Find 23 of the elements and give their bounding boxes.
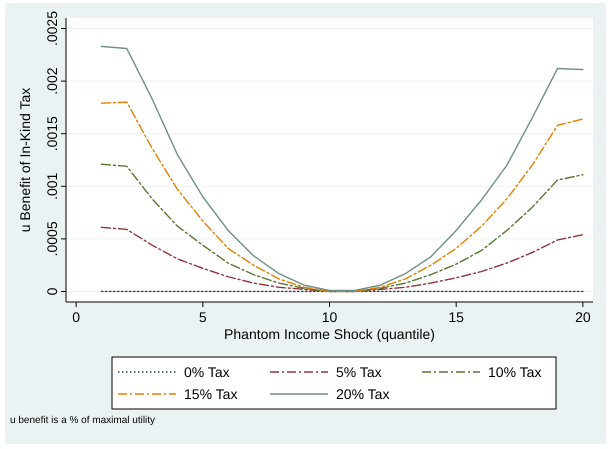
y-tick-label: .0005 (44, 221, 60, 256)
x-tick-label: 20 (575, 309, 591, 325)
legend-label: 10% Tax (488, 364, 542, 380)
x-axis-title: Phantom Income Shock (quantile) (224, 326, 435, 342)
x-tick-label: 10 (322, 309, 338, 325)
line-series (100, 101, 584, 292)
y-tick-label: 0 (44, 287, 60, 296)
x-tick-label: 5 (198, 309, 207, 325)
y-tick-label: .001 (44, 172, 60, 200)
line-series (100, 46, 584, 292)
legend-label: 15% Tax (184, 386, 238, 402)
y-tick-label: .002 (44, 67, 60, 95)
line-series (100, 164, 584, 292)
legend-label: 5% Tax (336, 364, 382, 380)
legend-label: 0% Tax (184, 364, 230, 380)
y-tick-label: .0015 (44, 116, 60, 152)
line-series (100, 226, 584, 292)
x-tick-label: 0 (72, 309, 80, 325)
y-axis-title: u Benefit of In-Kind Tax (17, 88, 33, 232)
x-tick-label: 15 (448, 309, 464, 325)
y-tick-label: .0025 (44, 10, 60, 46)
text: u benefit is a % of maximal utility (10, 415, 156, 426)
legend-label: 20% Tax (336, 386, 390, 402)
